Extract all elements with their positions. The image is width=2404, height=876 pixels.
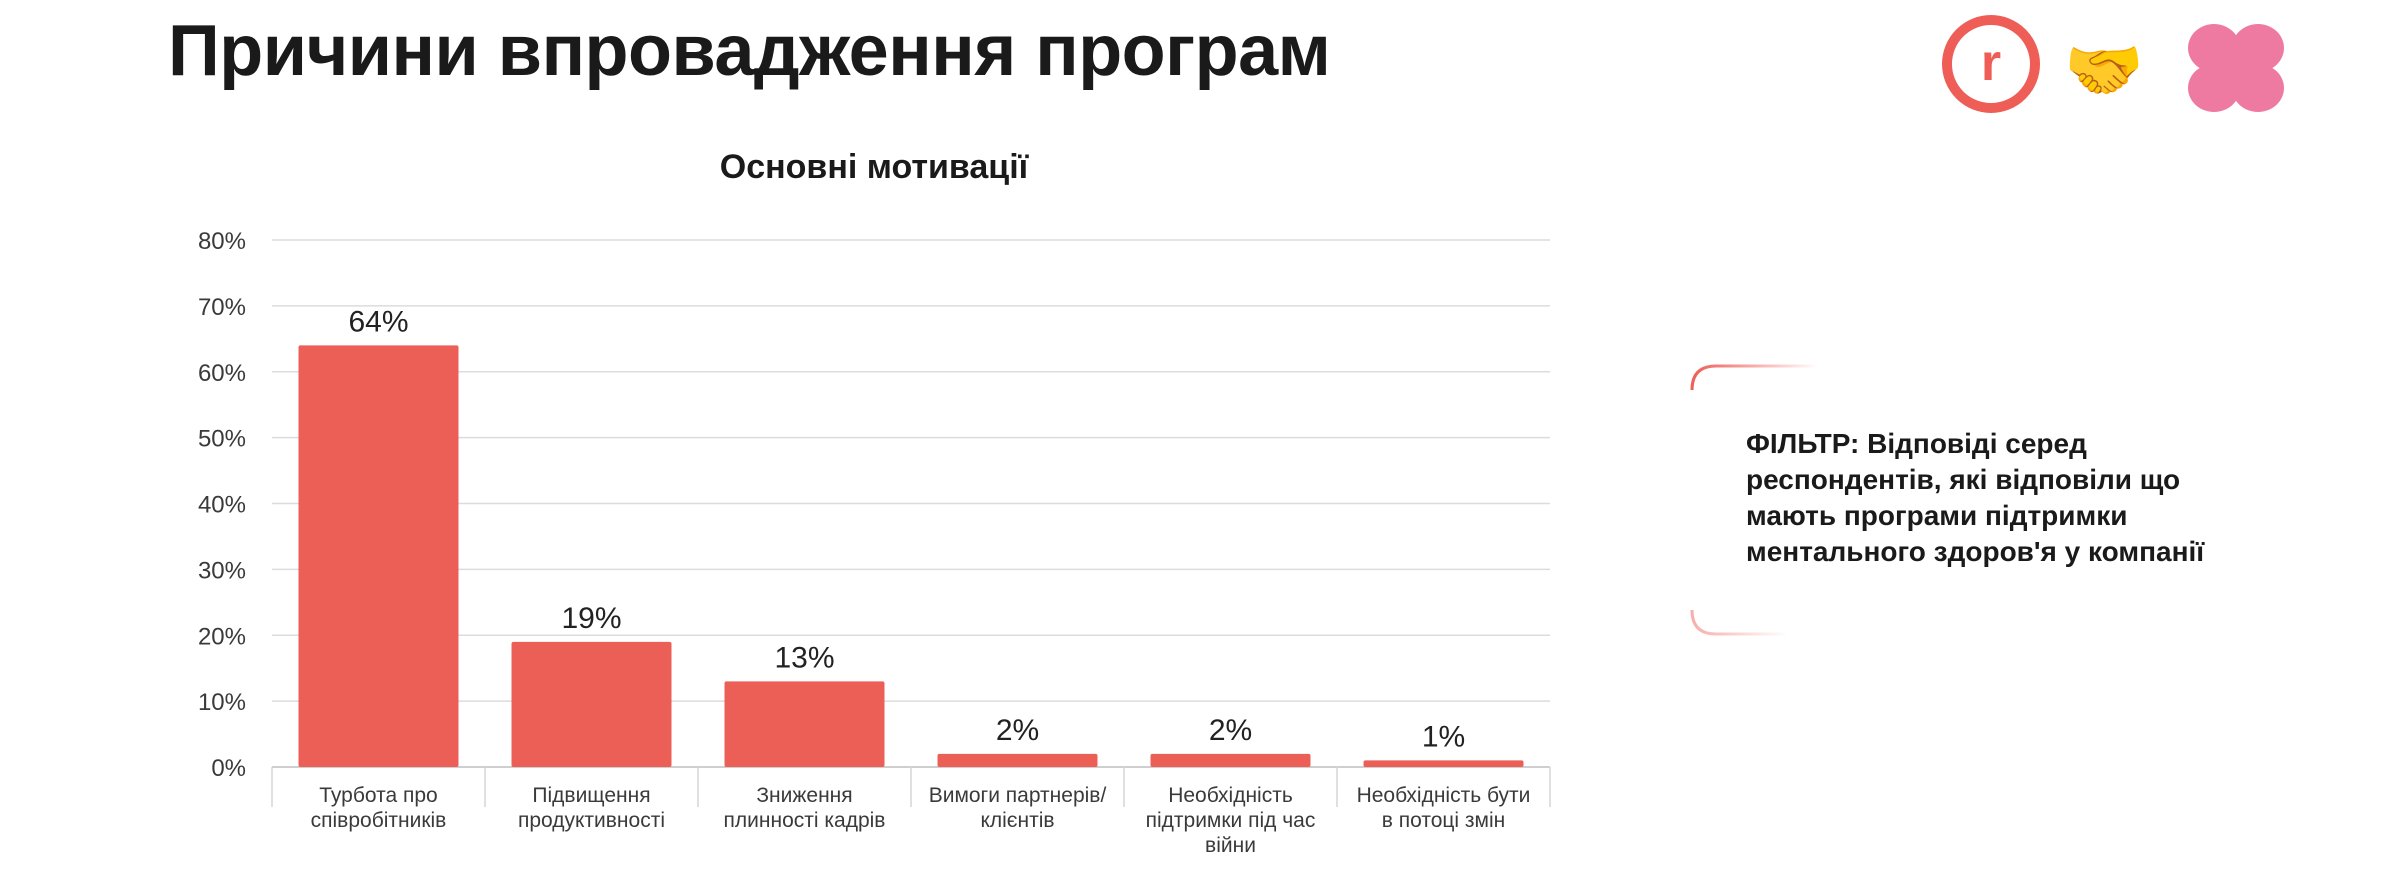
bar-value-label: 1% bbox=[1422, 720, 1465, 753]
filter-text: ФІЛЬТР: Відповіді серед респондентів, як… bbox=[1746, 428, 2205, 567]
y-tick-label: 80% bbox=[198, 228, 246, 255]
bar-chart: Основні мотивації 0% 10% 20% 30% 40% 50% 60% 70%… bbox=[198, 148, 1551, 857]
y-tick-label: 70% bbox=[198, 294, 246, 321]
y-tick-label: 40% bbox=[198, 492, 246, 519]
x-tick-label: Необхідність підтримки під час війни bbox=[1146, 784, 1316, 857]
bar-value-label: 19% bbox=[561, 602, 621, 635]
logo-group: r 🤝 bbox=[1936, 14, 2296, 124]
y-tick-label: 10% bbox=[198, 689, 246, 716]
chart-area: Основні мотивації 0% 10% 20% 30% 40% 50% 60% 70%… bbox=[198, 148, 1551, 857]
r-circle-logo: r bbox=[1942, 15, 2040, 113]
bar bbox=[298, 345, 459, 767]
y-tick-label: 20% bbox=[198, 623, 246, 650]
filter-note: ФІЛЬТР: Відповіді серед респондентів, як… bbox=[1688, 364, 2248, 636]
svg-text:r: r bbox=[1981, 34, 2001, 92]
x-tick-label: Підвищення продуктивності bbox=[518, 784, 665, 832]
svg-text:🤝: 🤝 bbox=[2064, 34, 2144, 108]
page-title: Причини впровадження програм bbox=[168, 11, 1331, 91]
bar bbox=[511, 641, 672, 767]
y-tick-label: 50% bbox=[198, 426, 246, 453]
bar-value-label: 2% bbox=[996, 714, 1039, 747]
bar bbox=[1363, 760, 1524, 767]
x-tick-label: Зниження плинності кадрів bbox=[724, 784, 886, 832]
x-tick-label: Необхідність бути в потоці змін bbox=[1357, 784, 1531, 832]
chart-title: Основні мотивації bbox=[720, 148, 1030, 186]
bar-value-label: 2% bbox=[1209, 714, 1252, 747]
y-tick-label: 30% bbox=[198, 557, 246, 584]
pink-flower-logo bbox=[2188, 24, 2284, 112]
bar bbox=[937, 753, 1098, 767]
bar bbox=[1150, 753, 1311, 767]
x-tick-label: Турбота про співробітників bbox=[311, 784, 447, 832]
bar bbox=[724, 681, 885, 767]
x-tick-label: Вимоги партнерів/клієнтів bbox=[929, 784, 1107, 832]
y-tick-label: 60% bbox=[198, 360, 246, 387]
bar-value-label: 13% bbox=[774, 641, 834, 674]
y-tick-label: 0% bbox=[211, 755, 246, 782]
handshake-icon: 🤝 bbox=[2064, 34, 2144, 108]
bar-value-label: 64% bbox=[348, 305, 408, 338]
